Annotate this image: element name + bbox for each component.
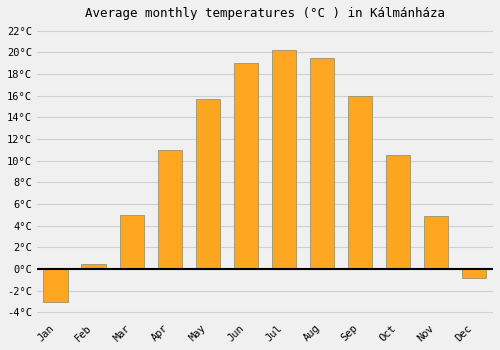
Bar — [424, 216, 448, 269]
Bar — [158, 150, 182, 269]
Bar — [348, 96, 372, 269]
Bar — [386, 155, 410, 269]
Bar — [310, 58, 334, 269]
Bar — [196, 99, 220, 269]
Bar — [234, 63, 258, 269]
Bar — [120, 215, 144, 269]
Bar — [82, 264, 106, 269]
Title: Average monthly temperatures (°C ) in Kálmánháza: Average monthly temperatures (°C ) in Ká… — [85, 7, 445, 20]
Bar — [462, 269, 486, 278]
Bar — [272, 50, 296, 269]
Bar — [44, 269, 68, 302]
